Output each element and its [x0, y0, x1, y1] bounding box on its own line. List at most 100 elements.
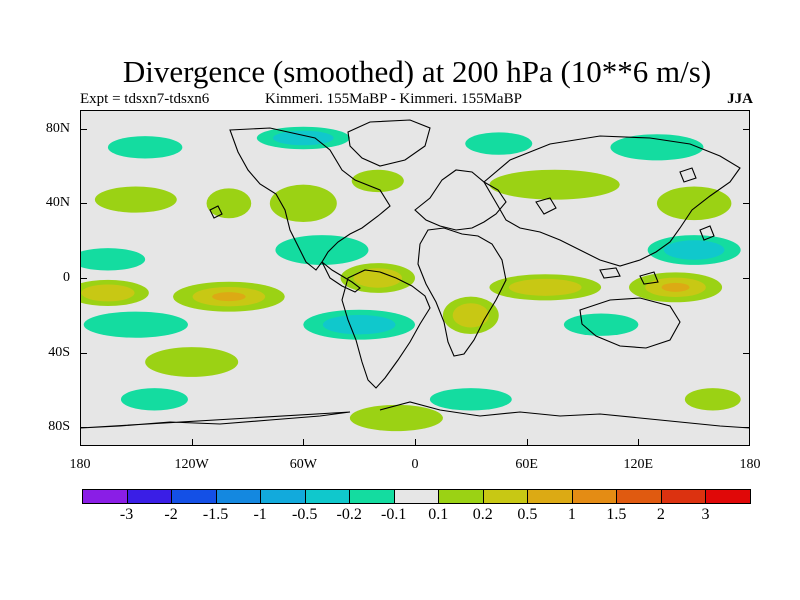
- negative-divergence-region-6-level-2: [663, 240, 725, 260]
- positive-divergence-region-11-level-1: [145, 347, 239, 377]
- colorbar-label: -0.1: [381, 506, 407, 523]
- y-tick-mark: [80, 128, 87, 130]
- colorbar-swatch: [349, 489, 395, 504]
- positive-divergence-region-2-level-1: [269, 184, 337, 222]
- negative-divergence-region-0-level-1: [107, 136, 183, 159]
- negative-divergence-region-4-level-1: [80, 248, 146, 271]
- x-tick-label: 60W: [289, 457, 317, 472]
- coastline-greenland: [347, 119, 431, 167]
- positive-divergence-region-10-level-3: [661, 282, 690, 292]
- negative-divergence-region-3-level-1: [610, 134, 704, 161]
- y-tick-mark: [80, 278, 87, 279]
- positive-divergence-region-14-level-1: [684, 388, 741, 411]
- y-tick-mark: [743, 203, 750, 205]
- colorbar-label: -2: [164, 506, 178, 523]
- colorbar-swatch: [304, 489, 351, 504]
- y-tick-mark: [743, 427, 750, 429]
- colorbar-swatch: [126, 489, 173, 504]
- colorbar-swatch: [527, 489, 573, 504]
- coastlines: [80, 119, 750, 429]
- x-tick-mark: [191, 439, 193, 446]
- coastline-europe: [414, 169, 507, 231]
- negative-divergence-region-11-level-1: [429, 388, 512, 411]
- subtitle: Kimmeri. 155MaBP - Kimmeri. 155MaBP: [265, 91, 522, 107]
- y-tick-label: 40S: [48, 344, 70, 360]
- y-tick-mark: [743, 352, 750, 354]
- positive-divergence-region-12-level-2: [452, 303, 489, 328]
- negative-divergence-region-10-level-1: [120, 388, 188, 411]
- colorbar-label: -3: [119, 506, 134, 523]
- coastline-central-america: [321, 261, 361, 293]
- colorbar-label: 0.2: [472, 506, 493, 523]
- positive-divergence-region-9-level-2: [508, 278, 582, 296]
- y-tick-mark: [743, 128, 750, 130]
- x-tick-label: 180: [69, 457, 91, 472]
- coastline-australia: [579, 297, 681, 349]
- colorbar-label: 2: [656, 506, 665, 523]
- x-tick-label: 120E: [623, 457, 654, 472]
- coastline-africa: [417, 227, 507, 357]
- y-tick-mark: [80, 352, 87, 354]
- positive-divergence-region-1-level-1: [206, 188, 252, 219]
- colorbar-label: -1: [253, 506, 267, 523]
- x-tick-mark: [526, 439, 528, 446]
- colorbar: [82, 489, 751, 504]
- colorbar-label: 1.5: [606, 506, 627, 523]
- colorbar-label: 0.5: [517, 506, 538, 523]
- colorbar-swatch: [571, 489, 618, 504]
- colorbar-swatch: [660, 489, 707, 504]
- y-tick-mark: [80, 427, 87, 429]
- positive-divergence-region-4-level-1: [489, 169, 620, 200]
- coastline-south-america: [341, 269, 431, 389]
- colorbar-label: -1.5: [202, 506, 229, 523]
- negative-divergence-region-9-level-1: [563, 313, 639, 336]
- season-label: JJA: [727, 91, 753, 107]
- colorbar-label: 1: [567, 506, 576, 523]
- coastline-north-america: [229, 127, 391, 271]
- colorbar-swatch: [215, 489, 262, 504]
- y-tick-mark: [743, 278, 750, 279]
- positive-divergence-region-0-level-1: [94, 186, 177, 213]
- x-tick-mark: [415, 439, 416, 446]
- negative-divergence-region-8-level-2: [322, 314, 396, 335]
- y-tick-label: 80N: [45, 120, 70, 136]
- colorbar-swatch: [260, 489, 306, 504]
- colorbar-swatch: [616, 489, 662, 504]
- y-tick-mark: [80, 203, 87, 205]
- positive-divergence-region-3-level-1: [351, 169, 404, 193]
- negative-divergence-region-1-level-2: [273, 130, 334, 146]
- colorbar-label: 3: [701, 506, 710, 523]
- divergence-map: [80, 110, 750, 446]
- x-tick-label: 180: [739, 457, 761, 472]
- x-tick-mark: [749, 439, 750, 446]
- negative-divergence-region-5-level-1: [275, 235, 369, 265]
- x-tick-label: 0: [411, 457, 419, 472]
- colorbar-swatch: [82, 489, 128, 504]
- colorbar-swatch: [393, 489, 440, 504]
- x-tick-label: 60E: [515, 457, 538, 472]
- positive-divergence-region-6-level-2: [81, 284, 135, 302]
- y-tick-label: 40N: [45, 195, 70, 211]
- coastline-islands: [209, 167, 715, 285]
- x-tick-mark: [80, 439, 81, 446]
- y-tick-label: 0: [63, 270, 70, 285]
- colorbar-swatch: [482, 489, 529, 504]
- positive-divergence-region-8-level-2: [353, 268, 402, 288]
- coastline-antarctica: [80, 401, 750, 429]
- colorbar-label: -0.5: [291, 506, 318, 523]
- colorbar-label: 0.1: [428, 506, 449, 523]
- negative-divergence-region-7-level-1: [83, 311, 188, 338]
- colorbar-label: -0.2: [336, 506, 362, 523]
- experiment-label: Expt = tdsxn7-tdsxn6: [80, 91, 210, 107]
- x-tick-label: 120W: [174, 457, 209, 472]
- colorbar-swatch: [705, 489, 751, 504]
- map-canvas: [80, 119, 750, 432]
- x-tick-mark: [303, 439, 305, 446]
- chart-title: Divergence (smoothed) at 200 hPa (10**6 …: [122, 54, 712, 89]
- colorbar-swatch: [171, 489, 217, 504]
- positive-divergence-region-13-level-1: [349, 404, 443, 432]
- colorbar-swatch: [438, 489, 484, 504]
- x-tick-mark: [638, 439, 640, 446]
- y-tick-label: 80S: [48, 419, 70, 435]
- positive-divergence-region-7-level-3: [212, 292, 246, 302]
